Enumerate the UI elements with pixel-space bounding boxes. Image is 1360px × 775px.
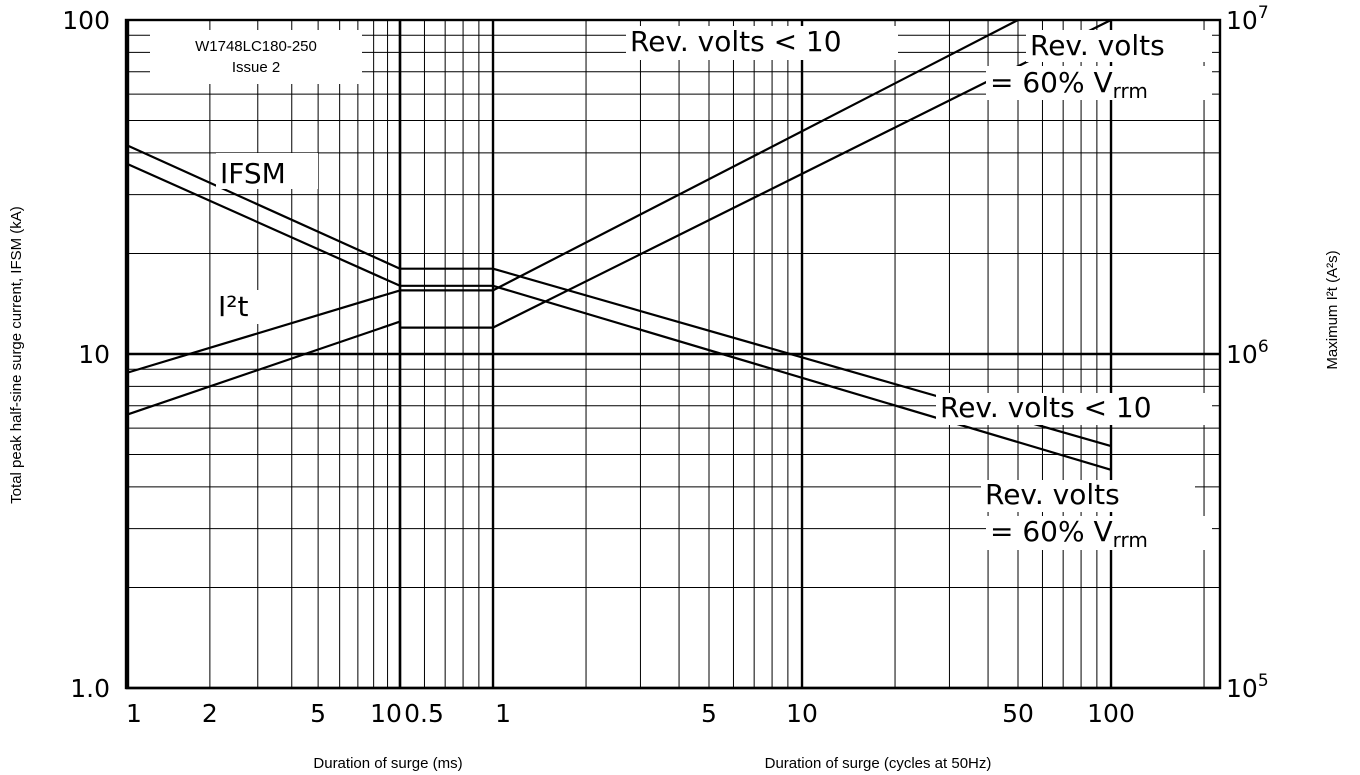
annotation-subscript: rrm: [1113, 528, 1148, 552]
i2t-curve-rev-volts-lt-10: [127, 19, 1019, 374]
annotation-bg: [986, 516, 1212, 550]
y-right-tick-base: 10: [1226, 674, 1258, 703]
y-left-tick-label: 10: [78, 340, 110, 369]
x-tick-label: 50: [1002, 699, 1034, 728]
ifsm-curve-rev-volts-60pct: [127, 163, 1112, 471]
curves: [127, 19, 1112, 471]
y-right-tick-label: 105: [1226, 671, 1269, 703]
annotation-bg: [1026, 30, 1212, 62]
y-right-tick-exp: 6: [1258, 337, 1269, 357]
x-axis-label-cycles: Duration of surge (cycles at 50Hz): [765, 755, 992, 772]
reference-issue: Issue 2: [232, 59, 280, 76]
x-tick-label: 10: [786, 699, 818, 728]
annotation-top-rev10: Rev. volts < 10: [630, 25, 842, 58]
annotation-top-rev60-b: = 60% Vrrm: [990, 66, 1148, 103]
annotation-text: Rev. volts: [1030, 29, 1165, 62]
y-axis-label-right: Maximum I²t (A²s): [1324, 250, 1341, 369]
y-right-tick-base: 10: [1226, 340, 1258, 369]
annotation-subscript: rrm: [1113, 79, 1148, 103]
annotation-ifsm: IFSM: [220, 157, 286, 190]
annotation-bg: [626, 26, 898, 60]
plot-frame: [124, 18, 1222, 690]
x-tick-labels: 1 2 5 10 0.5 1 5 10 50 100: [126, 699, 1135, 728]
x-tick-label: 1: [126, 699, 142, 728]
annotation-bg: [216, 153, 318, 189]
x-tick-label: 100: [1087, 699, 1135, 728]
x-tick-label: 1: [495, 699, 511, 728]
annotation-text: Rev. volts: [985, 478, 1120, 511]
annotation-i2t: I²t: [218, 290, 248, 323]
annotation-top-rev60-a: Rev. volts: [1030, 29, 1165, 62]
annotation-bg: [214, 290, 264, 324]
annotation-text: Rev. volts < 10: [630, 25, 842, 58]
annotation-bg: [981, 480, 1195, 512]
x-axis-label-ms: Duration of surge (ms): [313, 755, 462, 772]
x-tick-label: 10: [370, 699, 402, 728]
x-tick-label: 5: [701, 699, 717, 728]
ifsm-curve-rev-volts-lt-10: [127, 144, 1112, 448]
annotation-text: = 60% V: [990, 66, 1113, 99]
y-right-tick-exp: 7: [1258, 3, 1269, 23]
annotation-text: Rev. volts < 10: [940, 391, 1152, 424]
y-right-tick-exp: 5: [1258, 671, 1269, 691]
y-right-tick-label: 107: [1226, 3, 1269, 35]
y-left-tick-labels: 1.0 10 100: [62, 6, 110, 703]
reference-part: W1748LC180-250: [195, 38, 317, 55]
y-right-tick-base: 10: [1226, 6, 1258, 35]
i2t-curve-rev-volts-60pct: [127, 19, 1112, 416]
grid: [126, 20, 1220, 690]
annotation-text: I²t: [218, 290, 248, 323]
annotation-text: IFSM: [220, 157, 286, 190]
x-tick-label: 0.5: [404, 699, 444, 728]
annotation-text: = 60% V: [990, 515, 1113, 548]
y-axis-label-left: Total peak half-sine surge current, IFSM…: [8, 206, 25, 504]
annotation-bot-rev60-a: Rev. volts: [985, 478, 1120, 511]
y-left-tick-label: 1.0: [70, 674, 110, 703]
annotation-mid-rev10: Rev. volts < 10: [940, 391, 1152, 424]
y-left-tick-label: 100: [62, 6, 110, 35]
y-right-tick-label: 106: [1226, 337, 1269, 369]
annotation-bot-rev60-b: = 60% Vrrm: [990, 515, 1148, 552]
x-tick-label: 5: [310, 699, 326, 728]
annotation-bg: [986, 66, 1212, 100]
x-tick-label: 2: [202, 699, 218, 728]
reference-box: W1748LC180-250 Issue 2: [150, 30, 362, 84]
annotation-bg: [936, 393, 1212, 425]
